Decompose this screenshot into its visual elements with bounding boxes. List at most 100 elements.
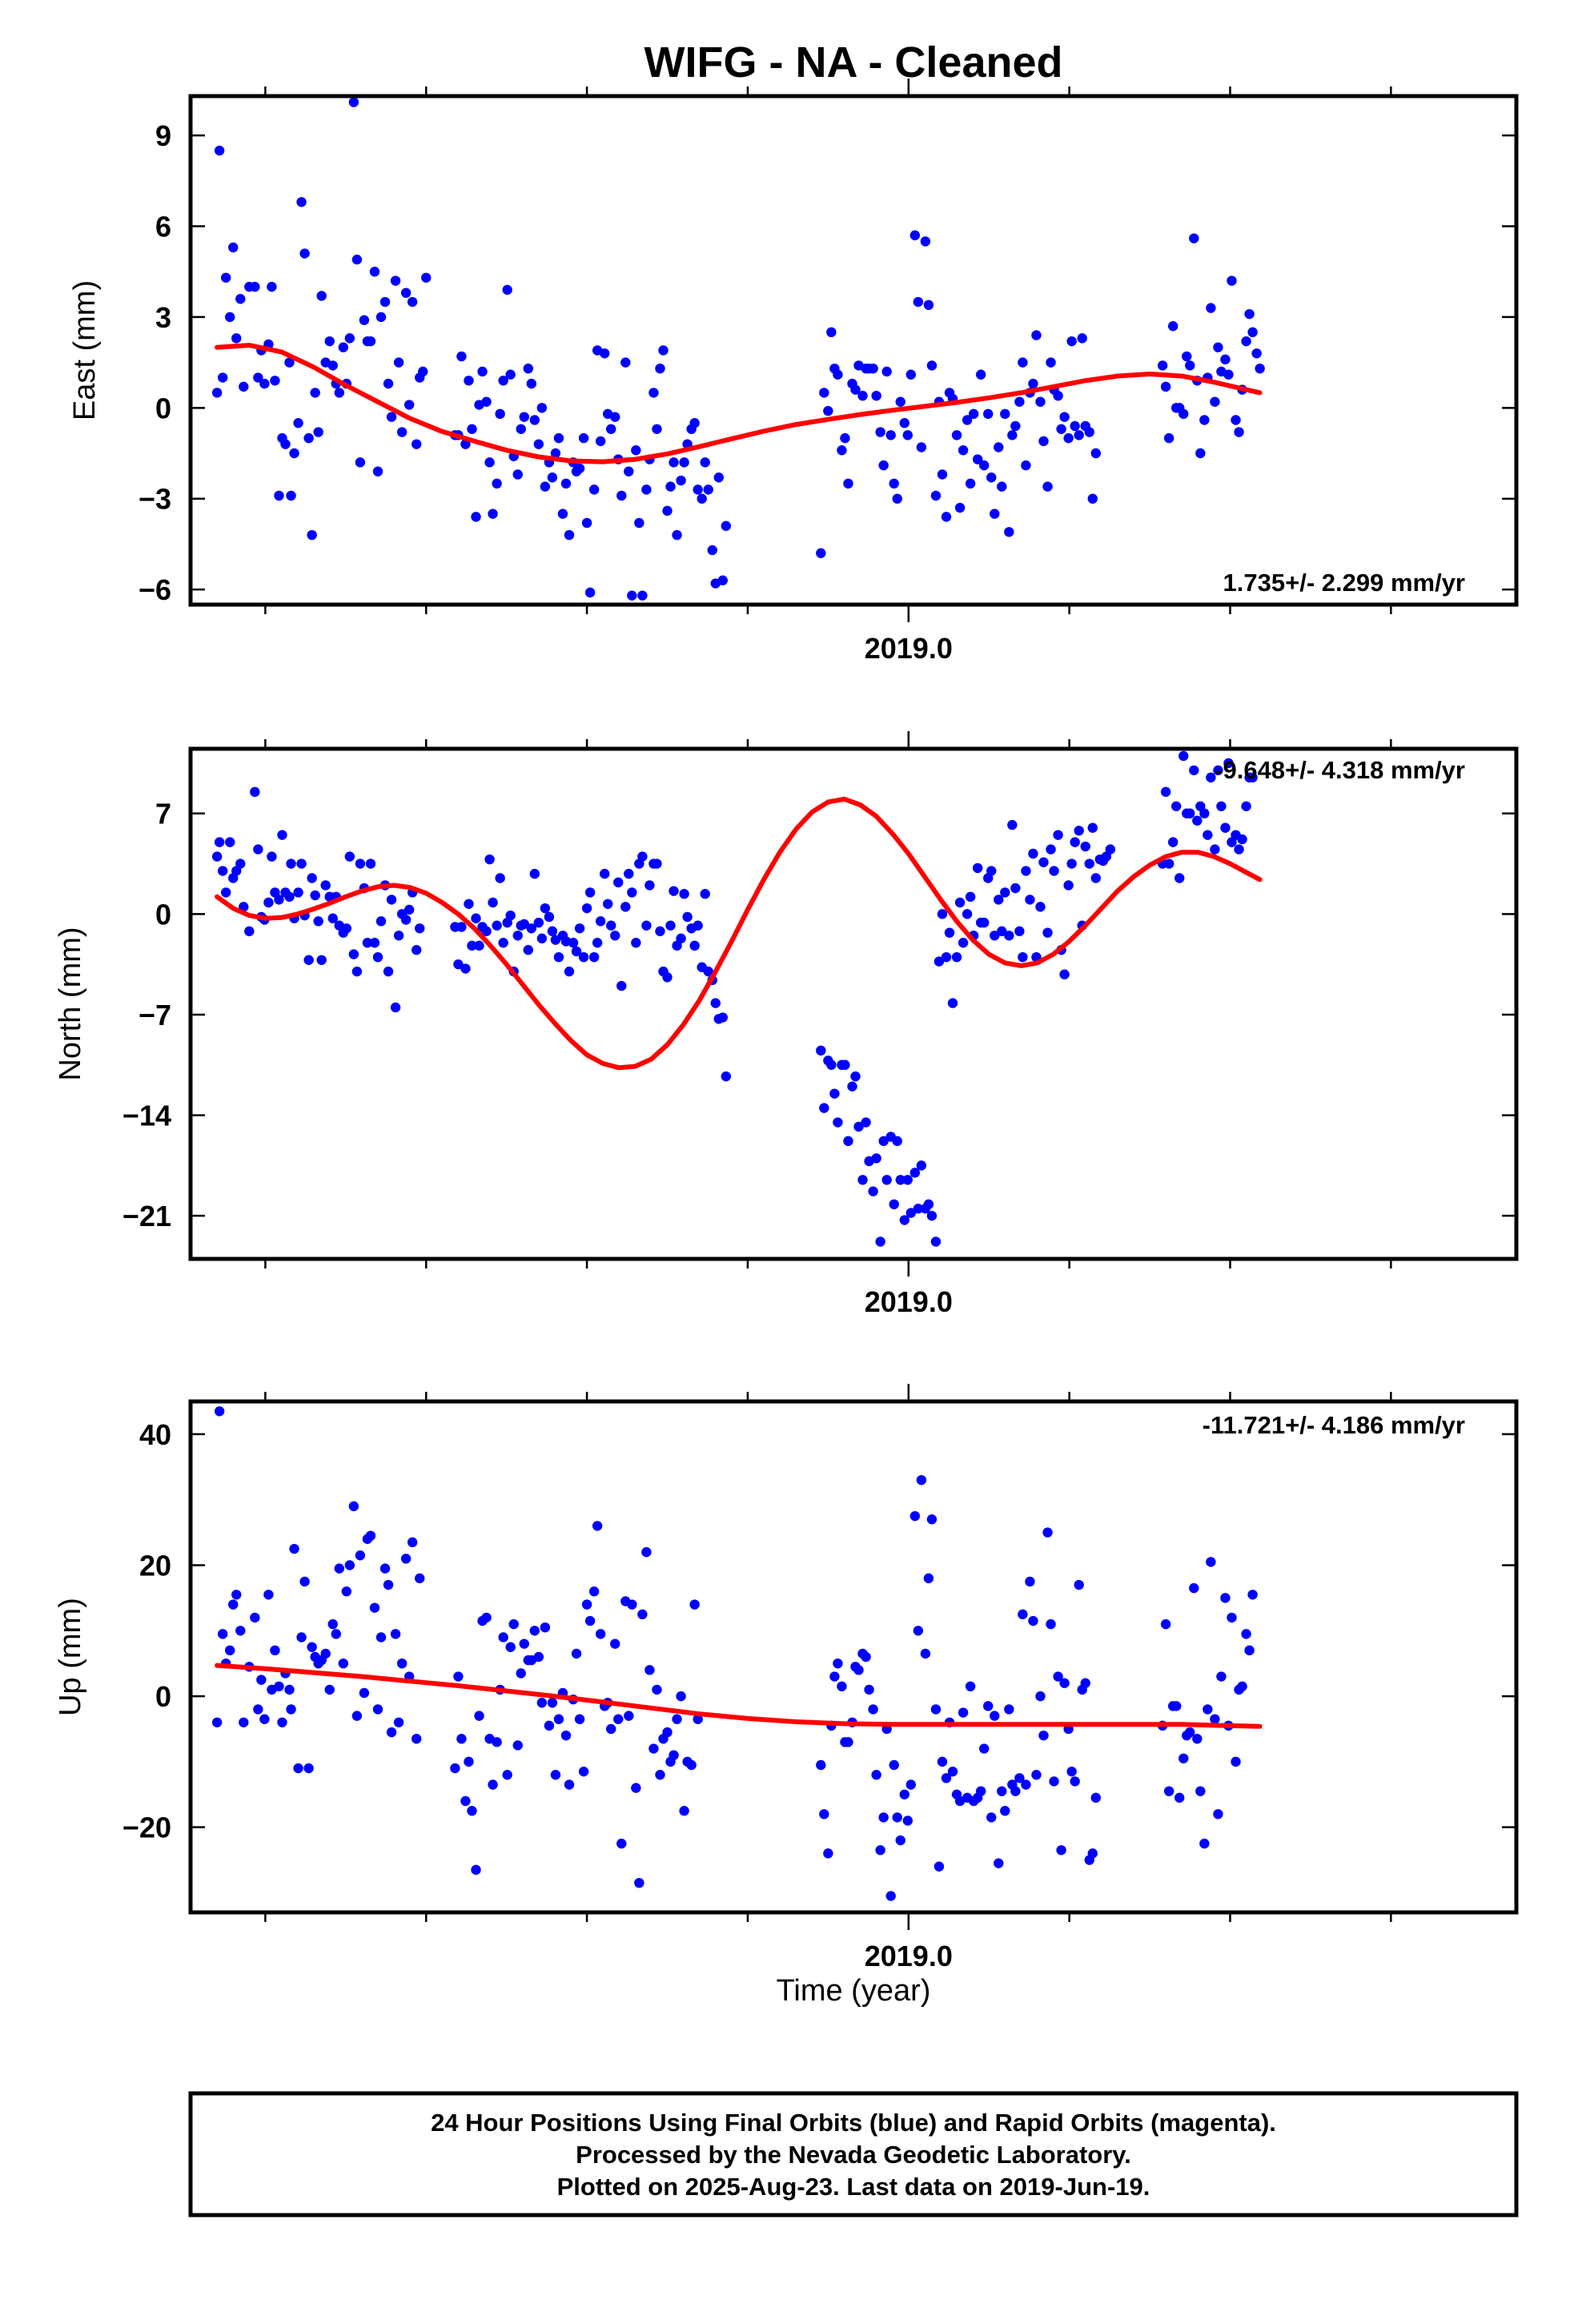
data-point [327,913,338,923]
data-point [481,926,492,937]
data-point [529,1626,540,1636]
data-point [829,1671,840,1682]
data-point [1059,412,1070,422]
data-point [923,1199,934,1210]
data-point [396,427,408,437]
data-point [1025,895,1035,905]
data-point [516,424,526,434]
data-point [627,590,637,601]
data-point [274,490,284,501]
data-point [972,454,983,464]
data-point [523,363,533,374]
data-point [214,145,225,156]
data-point [259,1714,270,1724]
data-point [1241,336,1251,347]
data-point [1053,830,1063,840]
data-point [1077,333,1087,344]
footer-frame [188,2091,1519,2217]
data-point [1038,857,1049,867]
data-point [341,1586,352,1597]
data-point [885,430,896,440]
data-point [1042,1527,1053,1538]
data-point [934,956,945,967]
data-point [1090,1792,1101,1803]
data-point [1185,1727,1195,1738]
data-point [460,1795,471,1807]
data-point [655,363,665,374]
data-point [1042,927,1053,938]
data-point [840,1059,850,1070]
data-point [693,1714,703,1724]
data-point [975,369,986,380]
figure-title: WIFG - NA - Cleaned [644,38,1063,86]
data-point [1241,801,1251,811]
data-point [471,1864,481,1876]
data-point [568,938,579,948]
data-point [492,920,502,931]
data-point [606,920,616,931]
data-point [913,1626,924,1636]
data-point [540,903,551,914]
data-point [599,868,610,879]
data-point [307,1642,317,1652]
data-point [544,1720,555,1731]
data-point [1216,801,1227,811]
data-point [267,851,277,862]
data-point [672,1714,682,1724]
data-point [334,388,344,398]
data-point [603,899,613,909]
data-point [631,445,641,456]
data-point [994,442,1004,452]
data-point [488,897,498,908]
data-point [689,1599,700,1610]
data-point [1195,1786,1206,1796]
data-point [523,945,533,955]
data-point [926,1514,938,1525]
velocity-label: -9.648+/- 4.318 mm/yr [1215,756,1465,784]
data-point [547,926,558,937]
data-point [627,1599,637,1610]
data-point [868,363,878,374]
data-point [655,1770,665,1780]
data-point [404,400,415,410]
data-point [351,966,363,977]
data-point [975,1786,986,1796]
data-point [324,1684,335,1695]
data-point [624,1711,634,1721]
data-point [369,1602,380,1613]
data-point [978,1743,990,1754]
data-point [239,381,249,392]
data-point [916,1160,927,1171]
data-point [983,1701,994,1711]
data-point [400,1554,412,1564]
data-point [284,357,295,368]
data-point [289,448,299,459]
data-point [620,902,631,912]
data-point [453,1671,464,1682]
data-point [676,475,686,486]
data-point [231,333,242,344]
data-point [211,851,223,862]
data-point [875,427,885,437]
data-point [1178,408,1189,420]
data-point [253,844,263,854]
data-point [327,360,338,371]
y-tick-label: 9 [155,119,171,152]
data-point [313,427,323,437]
data-point [471,512,481,522]
y-tick-label: 20 [139,1549,171,1582]
data-point [505,910,516,921]
data-point [700,457,710,468]
data-point [620,357,631,368]
data-point [1087,822,1098,833]
data-point [386,412,397,422]
data-point [840,432,850,444]
data-point [713,472,724,483]
data-point [544,911,555,923]
data-point [923,300,934,311]
data-point [211,1717,223,1727]
data-point [909,1510,921,1522]
data-point [519,919,529,930]
data-point [217,372,228,383]
